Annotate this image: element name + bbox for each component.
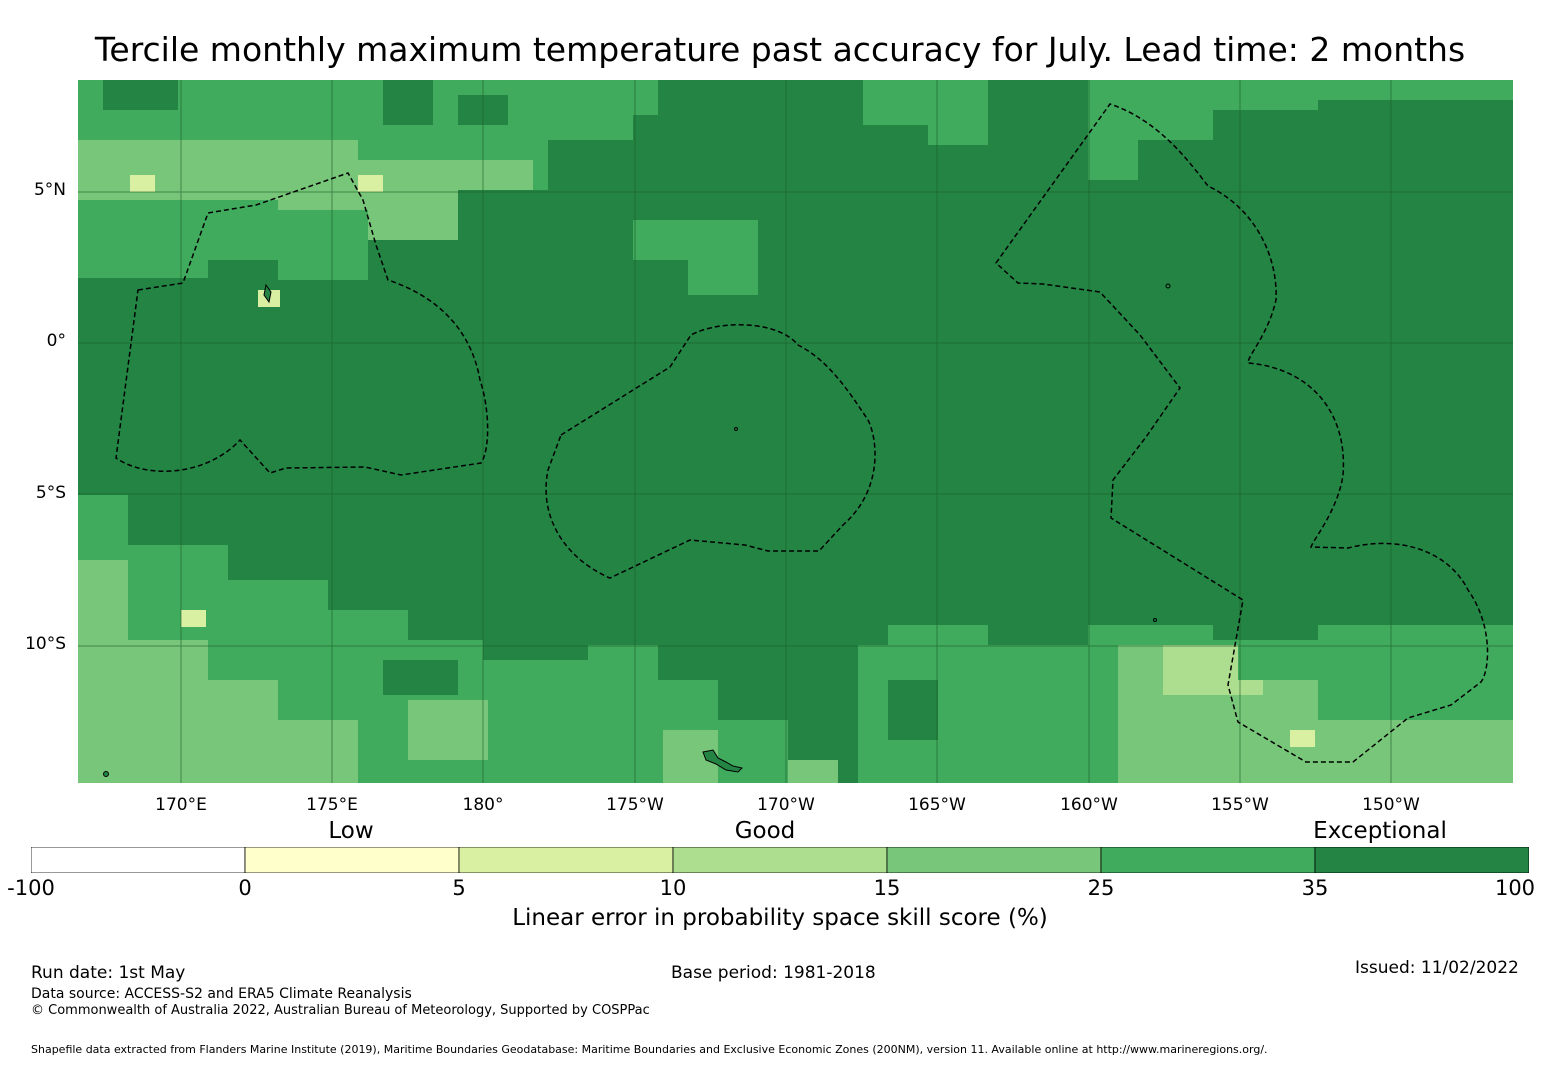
skill-map [78,80,1513,783]
lon-label-170w: 170°W [757,795,815,815]
colorbar-tick: 35 [1301,876,1329,900]
colorbar-tick: 5 [452,876,466,900]
eez-tokelau-samoa [545,324,876,579]
colorbar-tick: -100 [7,876,55,900]
lon-label-165w: 165°W [908,795,966,815]
colorbar-bin-6 [1100,847,1316,873]
issued-date: Issued: 11/02/2022 [1355,958,1519,978]
colorbar-bin-1 [31,847,246,873]
lon-label-170e: 170°E [155,795,207,815]
colorbar-tick: 25 [1087,876,1115,900]
islands [103,283,1171,777]
colorbar-bin-4 [672,847,888,873]
legend-category-exceptional: Exceptional [1313,818,1447,844]
skill-zone-light-2 [1163,645,1263,695]
colorbar-bin-7 [1314,847,1529,873]
colorbar-tick: 15 [873,876,901,900]
colorbar-tick: 0 [238,876,252,900]
shapefile-credit: Shapefile data extracted from Flanders M… [31,1043,1268,1056]
lat-label-0: 0° [46,331,66,351]
legend-category-good: Good [734,818,796,844]
run-date: Run date: 1st May [31,963,186,983]
colorbar-bin-2 [244,847,460,873]
colorbar-bin-3 [458,847,674,873]
colorbar-tick: 10 [659,876,687,900]
eez-line-islands [995,103,1489,763]
lon-label-175e: 175°E [306,795,358,815]
lat-label-5s: 5°S [35,483,66,503]
skill-zone-dark-patches [78,80,938,740]
colorbar [31,847,1529,873]
legend-category-low: Low [328,818,374,844]
colorbar-bin-5 [886,847,1102,873]
eez-boundaries [115,103,1489,763]
lat-label-5n: 5°N [33,180,66,200]
data-source: Data source: ACCESS-S2 and ERA5 Climate … [31,986,412,1002]
eez-kiribati-gilberts [115,172,489,476]
colorbar-label: Linear error in probability space skill … [512,905,1048,931]
lon-label-175w: 175°W [606,795,664,815]
copyright: © Commonwealth of Australia 2022, Austra… [31,1003,650,1018]
chart-title: Tercile monthly maximum temperature past… [94,30,1466,69]
lon-label-155w: 155°W [1211,795,1269,815]
base-period: Base period: 1981-2018 [671,963,876,983]
graticule [78,80,1513,783]
colorbar-tick: 100 [1494,876,1536,900]
lon-label-180: 180° [462,795,504,815]
lon-label-160w: 160°W [1060,795,1118,815]
lat-label-10s: 10°S [25,634,66,654]
lon-label-150w: 150°W [1362,795,1420,815]
